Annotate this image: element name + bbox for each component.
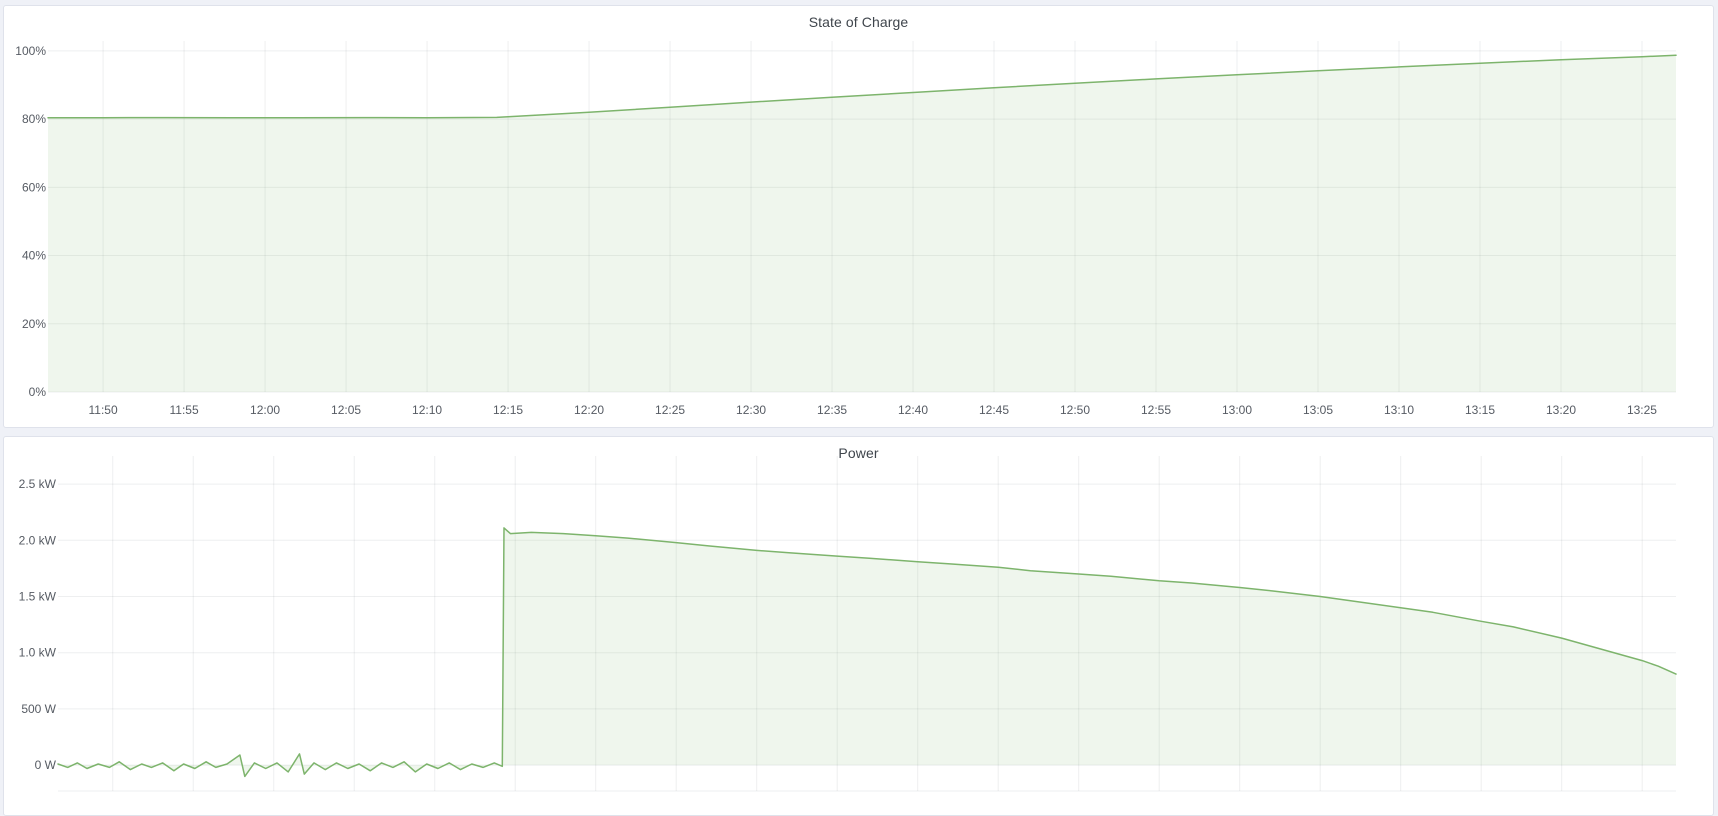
x-tick-label: 13:05	[1303, 403, 1333, 417]
state-of-charge-chart[interactable]: 0% 20% 40% 60% 80% 100% 11:50 11:55 12:00 12:05 12…	[4, 6, 1714, 428]
power-chart[interactable]: 0 W 500 W 1.0 kW 1.5 kW 2.0 kW 2.5 kW	[4, 437, 1714, 816]
y-tick-label: 40%	[22, 249, 46, 263]
x-tick-label: 13:25	[1627, 403, 1657, 417]
x-tick-label: 12:50	[1060, 403, 1090, 417]
x-tick-label: 13:00	[1222, 403, 1252, 417]
x-tick-label: 13:10	[1384, 403, 1414, 417]
y-tick-label: 2.5 kW	[19, 477, 57, 491]
x-tick-label: 12:10	[412, 403, 442, 417]
y-tick-label: 0%	[29, 385, 47, 399]
y-tick-label: 1.0 kW	[19, 646, 57, 660]
x-tick-label: 12:45	[979, 403, 1009, 417]
y-tick-label: 1.5 kW	[19, 590, 57, 604]
x-tick-label: 12:15	[493, 403, 523, 417]
x-tick-label: 12:55	[1141, 403, 1171, 417]
x-tick-label: 13:20	[1546, 403, 1576, 417]
x-tick-label: 11:55	[170, 403, 199, 417]
x-tick-label: 12:35	[817, 403, 847, 417]
series-line	[47, 54, 1677, 119]
x-tick-label: 12:20	[574, 403, 604, 417]
y-tick-label: 20%	[22, 317, 46, 331]
x-tick-label: 12:40	[898, 403, 928, 417]
state-of-charge-panel: State of Charge 0% 20% 40% 60% 80% 100% 11:50 1…	[3, 5, 1714, 428]
x-tick-label: 13:15	[1465, 403, 1495, 417]
y-tick-label: 100%	[15, 44, 46, 58]
x-tick-label: 12:05	[331, 403, 361, 417]
state-of-charge-panel-title: State of Charge	[808, 14, 909, 30]
y-tick-label: 0 W	[35, 758, 57, 772]
x-tick-label: 11:50	[89, 403, 118, 417]
y-tick-label: 500 W	[21, 702, 56, 716]
x-tick-label: 12:00	[250, 403, 280, 417]
power-panel: Power 0 W 500 W 1.0 kW 1.5 kW 2.0 kW 2.5 kW	[3, 436, 1714, 816]
y-tick-label: 2.0 kW	[19, 533, 57, 547]
x-tick-label: 12:25	[655, 403, 685, 417]
series-area-fill	[48, 55, 1676, 393]
x-tick-label: 12:30	[736, 403, 766, 417]
power-panel-title: Power	[838, 445, 879, 461]
series-line	[57, 527, 1677, 778]
series-area-fill	[58, 527, 1676, 777]
y-tick-label: 80%	[22, 112, 46, 126]
y-tick-label: 60%	[22, 180, 46, 194]
